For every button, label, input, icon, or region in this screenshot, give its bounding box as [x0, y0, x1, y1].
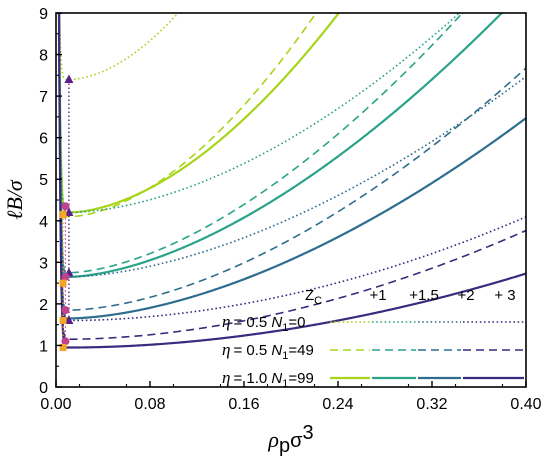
legend-zc-value: +1 — [369, 287, 386, 304]
legend-row-label: η = 0.5 N1=0 — [222, 312, 305, 334]
series-line-zc2-solid — [57, 13, 526, 320]
y-tick-label: 7 — [39, 89, 48, 106]
x-tick-label: 0.40 — [510, 396, 541, 413]
series-line-zc3-dotted — [58, 13, 526, 322]
legend: ZC +1 +1.5 +2 + 3 η = 0.5 N1=0 η = 0.5 N1=49 η = 1… — [222, 287, 524, 390]
y-tick-label: 4 — [39, 214, 48, 231]
y-tick-label: 6 — [39, 131, 48, 148]
legend-row-label: η = 0.5 N1=49 — [222, 340, 314, 362]
y-axis-label: ℓB/σ — [2, 179, 27, 220]
x-axis-label: ρpσ3 — [267, 422, 313, 457]
legend-zc-value: +1.5 — [409, 287, 439, 304]
circle-marker — [61, 337, 70, 346]
triangle-marker — [64, 74, 74, 83]
circle-marker — [61, 306, 70, 315]
triangle-marker — [64, 207, 74, 216]
y-tick-label: 9 — [39, 6, 48, 23]
y-tick-label: 8 — [39, 48, 48, 65]
axis-ticks: 0.00 0.08 0.16 0.24 0.32 0.40 0 1 2 3 4 5 6 7 8 9 — [39, 6, 542, 413]
series-line-zc1_5-dashed — [58, 13, 464, 274]
square-marker — [59, 317, 67, 325]
y-tick-label: 0 — [39, 380, 48, 397]
square-marker — [59, 211, 67, 219]
legend-row-label: η = 1.0 N1=99 — [222, 368, 314, 390]
series-line-zc1-dashed — [58, 13, 318, 218]
series-line-zc1_5-dotted — [58, 13, 461, 214]
series-line-zc1-solid — [57, 13, 341, 214]
triangle-marker — [64, 315, 74, 325]
x-tick-label: 0.16 — [228, 396, 259, 413]
x-tick-label: 0.32 — [416, 396, 447, 413]
legend-zc-title: ZC — [305, 287, 322, 307]
y-tick-label: 2 — [39, 297, 48, 314]
y-tick-label: 1 — [39, 338, 48, 355]
series-line-zc1_5-solid — [57, 13, 504, 278]
legend-zc-value: + 3 — [494, 287, 515, 304]
square-marker — [59, 344, 67, 352]
circle-marker — [61, 202, 70, 211]
series-line-zc2-dotted — [58, 13, 526, 278]
series-line-zc1-dotted — [58, 13, 180, 81]
square-marker — [59, 279, 67, 287]
y-tick-label: 5 — [39, 172, 48, 189]
x-tick-label: 0.00 — [40, 396, 71, 413]
marker-layer — [59, 74, 74, 352]
circle-marker — [61, 272, 70, 281]
legend-zc-value: +2 — [457, 287, 474, 304]
x-tick-label: 0.24 — [322, 396, 353, 413]
y-tick-label: 3 — [39, 255, 48, 272]
x-tick-label: 0.08 — [134, 396, 165, 413]
